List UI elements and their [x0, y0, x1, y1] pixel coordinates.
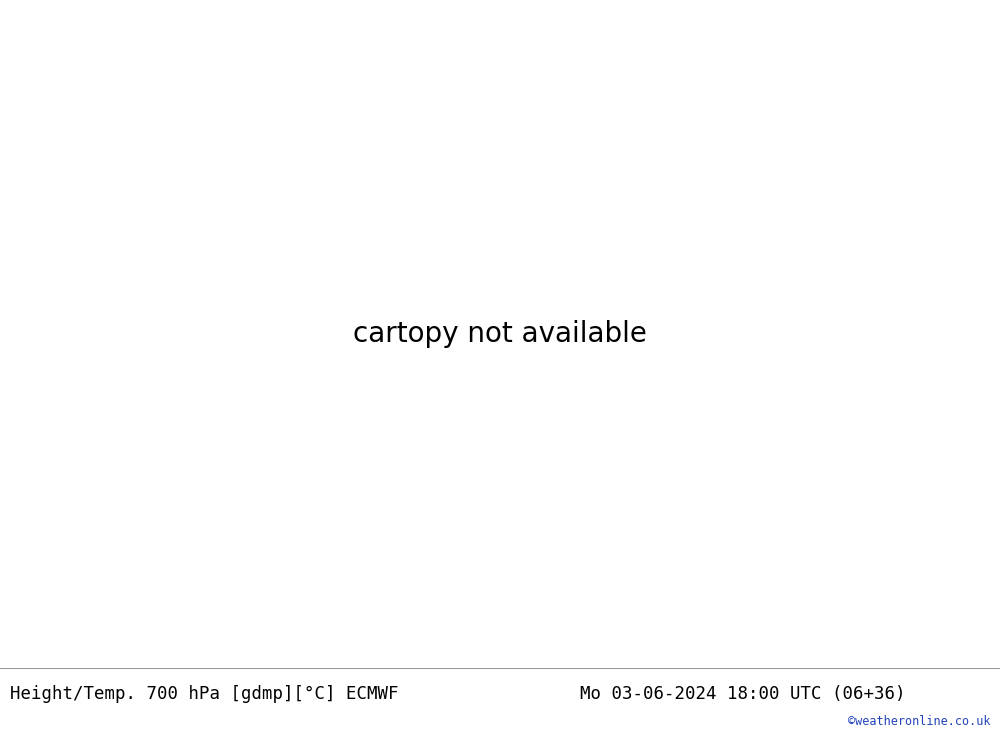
Text: Mo 03-06-2024 18:00 UTC (06+36): Mo 03-06-2024 18:00 UTC (06+36): [580, 685, 906, 703]
Text: ©weatheronline.co.uk: ©weatheronline.co.uk: [848, 715, 990, 728]
Text: cartopy not available: cartopy not available: [353, 320, 647, 348]
Text: Height/Temp. 700 hPa [gdmp][°C] ECMWF: Height/Temp. 700 hPa [gdmp][°C] ECMWF: [10, 685, 398, 703]
